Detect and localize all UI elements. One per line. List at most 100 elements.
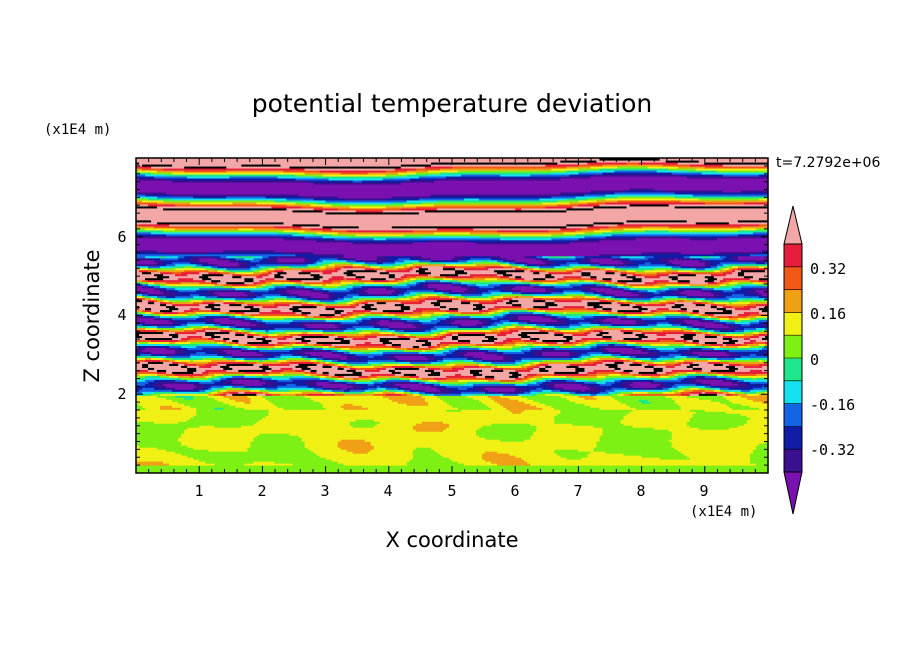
- field-cell: [686, 423, 745, 426]
- field-cell: [665, 159, 700, 163]
- field-cell: [584, 257, 592, 261]
- field-cell: [659, 285, 667, 289]
- field-cell: [265, 337, 279, 341]
- field-cell: [563, 305, 586, 309]
- field-cell: [211, 379, 221, 382]
- field-cell: [551, 377, 561, 380]
- field-cell: [650, 359, 664, 362]
- field-cell: [331, 351, 339, 354]
- field-cell: [728, 263, 768, 267]
- field-cell: [500, 283, 531, 287]
- field-cell: [548, 363, 570, 366]
- field-cell: [421, 311, 435, 315]
- field-cell: [214, 393, 221, 396]
- field-cell: [199, 343, 221, 346]
- field-cell: [268, 413, 558, 416]
- field-cell: [196, 363, 206, 366]
- field-cell: [184, 431, 477, 434]
- field-cell: [614, 293, 640, 297]
- field-cell: [379, 337, 411, 341]
- field-cell: [166, 355, 191, 358]
- field-cell: [265, 379, 279, 382]
- field-cell: [584, 331, 592, 335]
- field-cell: [590, 271, 607, 275]
- field-cell: [397, 357, 429, 360]
- field-cell: [593, 279, 601, 283]
- field-cell: [448, 403, 486, 406]
- field-cell: [500, 325, 507, 329]
- field-cell: [190, 325, 203, 329]
- field-cell: [370, 341, 384, 345]
- field-cell: [199, 389, 206, 392]
- field-cell: [256, 275, 263, 279]
- field-cell: [328, 347, 336, 350]
- field-cell: [262, 417, 555, 420]
- field-cell: [136, 317, 155, 321]
- field-cell: [283, 169, 321, 173]
- field-cell: [400, 263, 408, 267]
- field-cell: [136, 195, 158, 199]
- field-cell: [412, 365, 426, 368]
- field-cell: [728, 427, 768, 430]
- field-cell: [551, 315, 558, 319]
- field-cell: [424, 299, 438, 303]
- field-cell: [172, 303, 200, 307]
- field-cell: [172, 321, 179, 325]
- field-cell: [148, 203, 176, 207]
- field-cell: [707, 319, 715, 323]
- field-cell: [196, 411, 270, 414]
- field-cell: [491, 329, 501, 333]
- field-cell: [427, 281, 444, 285]
- field-cell: [533, 361, 540, 364]
- field-cell: [241, 329, 248, 333]
- field-cell: [289, 349, 300, 352]
- field-cell: [235, 315, 242, 319]
- field-cell: [494, 377, 516, 380]
- field-cell: [163, 317, 173, 321]
- field-cell: [551, 379, 567, 382]
- field-cell: [199, 287, 236, 291]
- field-cell: [689, 265, 703, 269]
- field-cell: [695, 333, 706, 337]
- field-cell: [418, 391, 426, 394]
- field-cell: [229, 403, 276, 406]
- field-cell: [560, 191, 589, 195]
- field-cell: [178, 277, 194, 281]
- field-cell: [136, 247, 768, 251]
- field-cell: [280, 393, 297, 396]
- field-cell: [515, 277, 525, 281]
- field-cell: [719, 329, 736, 333]
- field-cell: [617, 341, 628, 345]
- field-cell: [452, 389, 480, 392]
- field-cell: [731, 255, 739, 259]
- field-cell: [698, 355, 709, 358]
- field-cell: [734, 319, 742, 323]
- field-cell: [421, 313, 432, 317]
- field-cell: [256, 285, 263, 289]
- field-cell: [647, 165, 679, 169]
- field-cell: [671, 305, 682, 309]
- field-cell: [136, 199, 143, 203]
- field-cell: [692, 323, 724, 327]
- field-cell: [166, 287, 176, 291]
- field-cell: [728, 221, 768, 225]
- field-cell: [758, 265, 768, 269]
- field-cell: [331, 233, 357, 237]
- field-cell: [581, 259, 592, 263]
- field-cell: [253, 305, 263, 309]
- field-cell: [671, 291, 682, 295]
- field-cell: [719, 349, 730, 352]
- field-cell: [722, 375, 730, 378]
- field-cell: [623, 295, 646, 299]
- field-cell: [758, 443, 768, 446]
- field-cell: [310, 299, 321, 303]
- field-cell: [337, 375, 345, 378]
- field-cell: [641, 349, 652, 352]
- field-cell: [310, 371, 318, 374]
- field-cell: [295, 201, 318, 205]
- field-cell: [527, 365, 534, 368]
- field-cell: [340, 171, 369, 175]
- field-cell: [322, 365, 333, 368]
- field-cell: [403, 359, 429, 362]
- field-cell: [728, 339, 739, 343]
